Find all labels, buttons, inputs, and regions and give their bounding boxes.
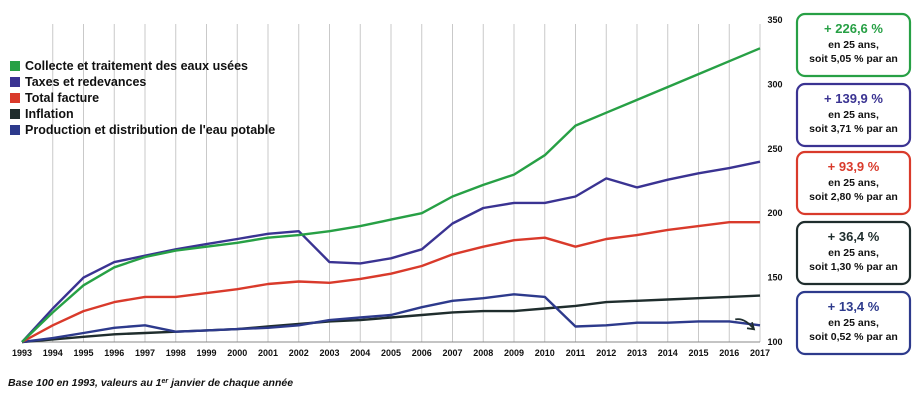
y-tick-label-300: 300 (767, 79, 782, 89)
growth-box-headline: + 139,9 % (824, 91, 883, 106)
series-line-taxes-et-redevances (21, 160, 761, 343)
growth-box-headline: + 226,6 % (824, 21, 883, 36)
legend-swatch-production-et-distribution-de-l-eau-potable (10, 125, 20, 135)
trend-arrow-shaft (735, 318, 755, 330)
x-tick-label-2001: 2001 (258, 348, 278, 358)
x-tick-label-2008: 2008 (473, 348, 493, 358)
x-tick-label-1995: 1995 (73, 348, 93, 358)
x-tick-label-1997: 1997 (135, 348, 155, 358)
y-tick-label-350: 350 (767, 15, 782, 25)
x-tick-label-2003: 2003 (319, 348, 339, 358)
growth-box-annual-rate: soit 0,52 % par an (809, 331, 898, 343)
legend-label-inflation: Inflation (25, 107, 74, 121)
growth-box-period: en 25 ans, (828, 177, 879, 189)
growth-box-annual-rate: soit 2,80 % par an (809, 191, 898, 203)
legend-label-collecte-et-traitement-des-eaux-usees: Collecte et traitement des eaux usées (25, 59, 248, 73)
x-tick-label-2012: 2012 (596, 348, 616, 358)
growth-box-period: en 25 ans, (828, 317, 879, 329)
x-tick-label-2014: 2014 (658, 348, 678, 358)
x-tick-label-2006: 2006 (412, 348, 432, 358)
growth-box-4 (795, 220, 912, 286)
growth-box-headline: + 36,4 % (828, 229, 880, 244)
y-tick-label-150: 150 (767, 273, 782, 283)
x-tick-label-1993: 1993 (12, 348, 32, 358)
x-tick-label-2015: 2015 (688, 348, 708, 358)
chart-footnote: Base 100 en 1993, valeurs au 1er janvier… (8, 377, 293, 389)
legend-label-taxes-et-redevances: Taxes et redevances (25, 75, 146, 89)
growth-box-annual-rate: soit 1,30 % par an (809, 261, 898, 273)
legend-label-total-facture: Total facture (25, 91, 99, 105)
legend-swatch-taxes-et-redevances (10, 77, 20, 87)
growth-box-1 (795, 12, 912, 78)
legend-swatch-collecte-et-traitement-des-eaux-usees (10, 61, 20, 71)
series-line-inflation (21, 294, 761, 344)
series-line-production-et-distribution-de-l-eau-potable (21, 293, 761, 344)
growth-box-period: en 25 ans, (828, 247, 879, 259)
growth-box-headline: + 13,4 % (828, 299, 880, 314)
x-tick-label-2004: 2004 (350, 348, 370, 358)
y-tick-label-100: 100 (767, 337, 782, 347)
x-tick-label-1998: 1998 (166, 348, 186, 358)
y-tick-label-200: 200 (767, 208, 782, 218)
x-tick-label-1996: 1996 (104, 348, 124, 358)
x-tick-label-2011: 2011 (566, 348, 586, 358)
legend-swatch-inflation (10, 109, 20, 119)
y-tick-label-250: 250 (767, 144, 782, 154)
x-tick-label-2002: 2002 (289, 348, 309, 358)
series-line-collecte-et-traitement-des-eaux-usees (21, 47, 761, 343)
trend-arrow-head (746, 322, 756, 331)
growth-box-period: en 25 ans, (828, 39, 879, 51)
x-tick-label-2010: 2010 (535, 348, 555, 358)
legend-swatch-total-facture (10, 93, 20, 103)
growth-box-5 (795, 290, 912, 356)
x-tick-label-1999: 1999 (196, 348, 216, 358)
x-tick-label-2016: 2016 (719, 348, 739, 358)
legend-label-production-et-distribution-de-l-eau-potable: Production et distribution de l'eau pota… (25, 123, 275, 137)
x-tick-label-1994: 1994 (43, 348, 63, 358)
growth-box-period: en 25 ans, (828, 109, 879, 121)
x-tick-label-2007: 2007 (442, 348, 462, 358)
series-line-total-facture (21, 221, 760, 344)
x-tick-label-2009: 2009 (504, 348, 524, 358)
x-tick-label-2013: 2013 (627, 348, 647, 358)
growth-box-3 (795, 150, 912, 216)
growth-box-annual-rate: soit 5,05 % par an (809, 53, 898, 65)
growth-box-headline: + 93,9 % (828, 159, 880, 174)
growth-box-annual-rate: soit 3,71 % par an (809, 123, 898, 135)
x-tick-label-2000: 2000 (227, 348, 247, 358)
x-tick-label-2017: 2017 (750, 348, 770, 358)
x-tick-label-2005: 2005 (381, 348, 401, 358)
growth-box-2 (795, 82, 912, 148)
